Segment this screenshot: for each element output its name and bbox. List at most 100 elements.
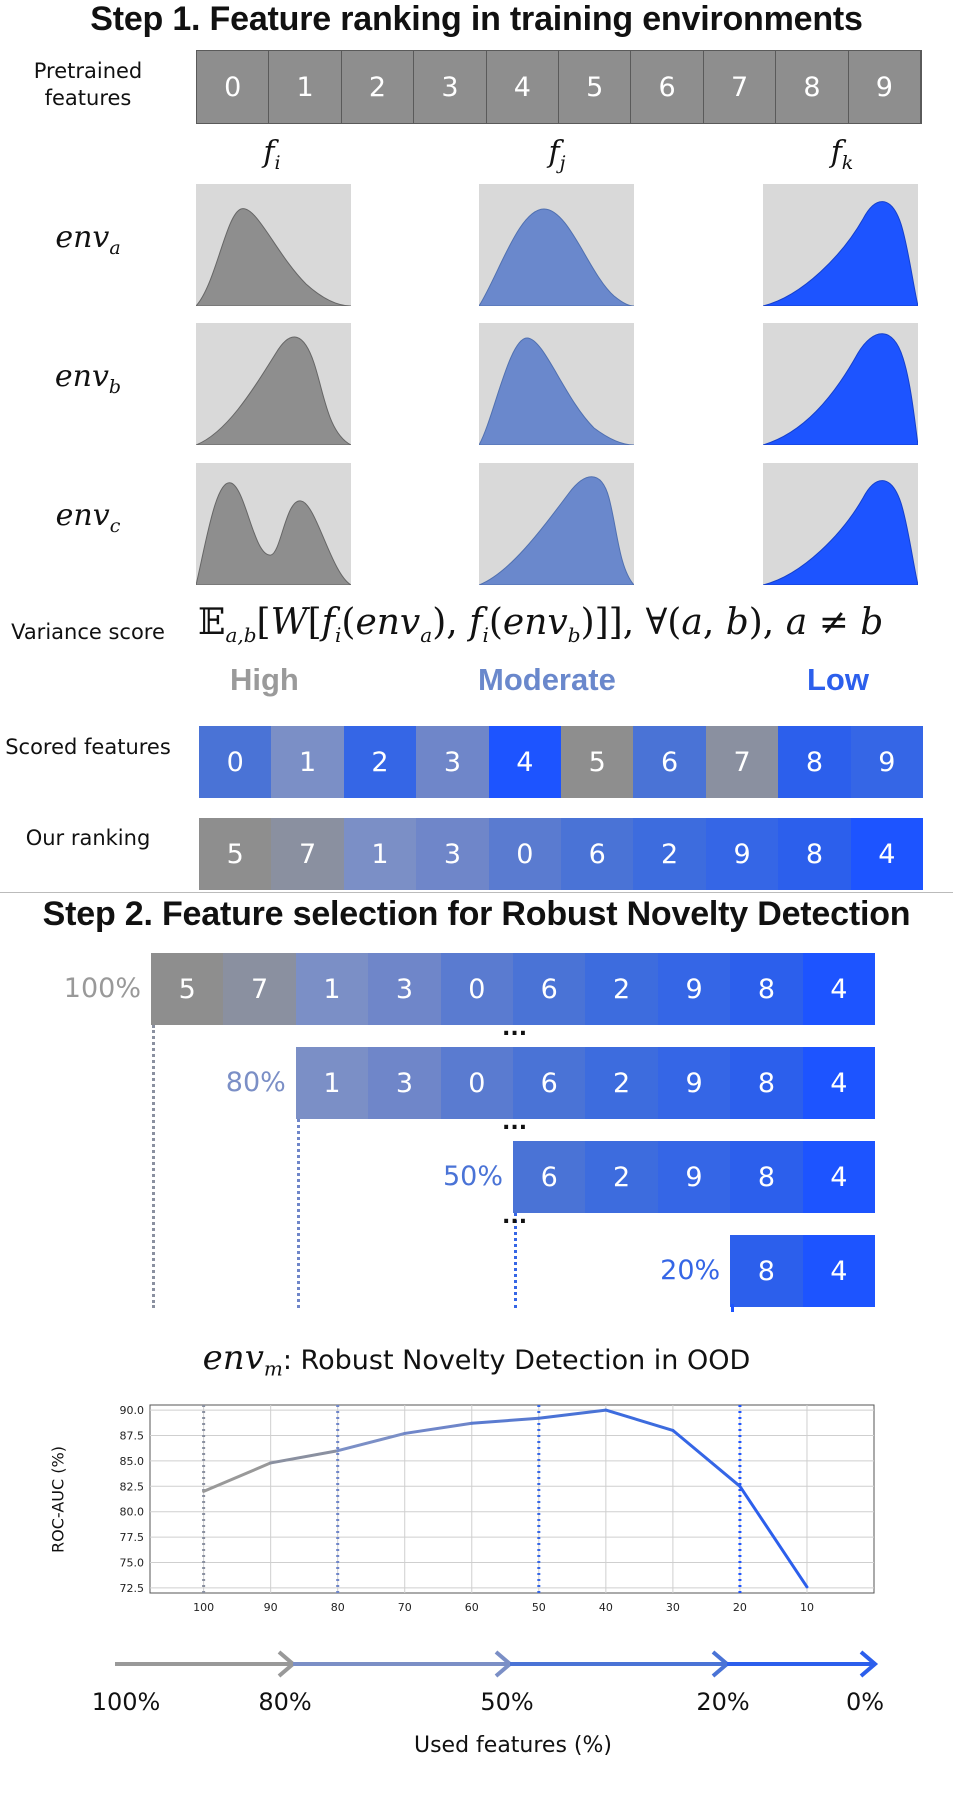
selected-feature-cell: 3: [368, 953, 441, 1025]
ranked-feature-cell: 5: [199, 818, 272, 890]
roc-auc-line-segment: [738, 1484, 809, 1589]
pretrained-feature-cell: 6: [631, 51, 704, 123]
scored-feature-cell: 2: [343, 726, 417, 798]
x-tick-label: 30: [666, 1601, 680, 1614]
selected-feature-cell: 2: [585, 953, 658, 1025]
roc-auc-line-segment: [537, 1408, 608, 1420]
selected-feature-cell: 3: [368, 1047, 441, 1119]
y-tick-label: 77.5: [120, 1531, 145, 1544]
ranked-feature-cell: 2: [633, 818, 706, 890]
dist-fk-env-a: [763, 184, 918, 306]
env-m-symbol: env: [202, 1338, 264, 1378]
selection-cutoff-line: [296, 1119, 300, 1308]
feature-label-fj: fj: [548, 135, 566, 174]
roc-auc-line-segment: [604, 1408, 675, 1432]
selection-pct-label: 20%: [660, 1255, 721, 1286]
y-tick-label: 90.0: [120, 1404, 145, 1417]
step1-title: Step 1. Feature ranking in training envi…: [90, 0, 863, 38]
ranked-feature-cell: 7: [271, 818, 344, 890]
x-tick-label: 100: [193, 1601, 214, 1614]
roc-auc-line-segment: [269, 1449, 340, 1465]
selected-feature-cell: 9: [657, 1141, 731, 1213]
scored-feature-cell: 0: [199, 726, 272, 798]
ranked-feature-cell: 0: [488, 818, 562, 890]
x-tick-label: 90: [264, 1601, 278, 1614]
scored-feature-cell: 6: [633, 726, 706, 798]
roc-auc-line-segment: [470, 1416, 541, 1425]
dist-fi-env-a: [196, 184, 351, 306]
selection-cutoff-line: [514, 1213, 517, 1308]
feature-label-fi: fi: [263, 135, 281, 174]
dist-fk-env-b: [763, 323, 918, 445]
pretrained-feature-cell: 3: [414, 51, 487, 123]
used-features-tick: 80%: [258, 1688, 312, 1716]
level-high: High: [230, 662, 299, 697]
scored-feature-cell: 1: [271, 726, 344, 798]
selected-feature-cell: 8: [730, 1141, 803, 1213]
dist-fi-env-b: [196, 323, 351, 445]
env-m-label: envm: Robust Novelty Detection in OOD: [0, 1338, 953, 1380]
selected-feature-cell: 4: [802, 953, 876, 1025]
selected-feature-cell: 8: [730, 1235, 803, 1307]
scored-feature-cell: 7: [705, 726, 779, 798]
dist-fi-env-c: [196, 463, 351, 585]
variance-formula: 𝔼a,b[W[fi(enva), fi(envb)]], ∀(a, b), a …: [198, 602, 884, 648]
y-tick-label: 82.5: [120, 1480, 145, 1493]
scored-feature-cell: 8: [778, 726, 851, 798]
env-c-label: envc: [55, 498, 121, 537]
roc-auc-line-segment: [671, 1428, 742, 1488]
ranked-feature-cell: 6: [561, 818, 634, 890]
pretrained-feature-cell: 8: [776, 51, 849, 123]
pretrained-feature-cell: 7: [703, 51, 777, 123]
dist-fk-env-c: [763, 463, 918, 585]
selection-cutoff-line: [731, 1307, 735, 1308]
feature-label-fk: fk: [830, 135, 854, 174]
x-tick-label: 60: [465, 1601, 479, 1614]
used-features-tick: 100%: [91, 1688, 161, 1716]
y-tick-label: 87.5: [120, 1429, 145, 1442]
selected-feature-cell: 5: [151, 953, 224, 1025]
roc-auc-line-segment: [202, 1461, 273, 1493]
y-tick-label: 72.5: [120, 1582, 145, 1595]
level-low: Low: [807, 662, 869, 697]
ellipsis: ...: [502, 1016, 528, 1041]
used-features-tick: 20%: [696, 1688, 750, 1716]
env-b-label: envb: [54, 359, 122, 398]
used-features-tick: 0%: [845, 1688, 885, 1716]
selected-feature-cell: 4: [802, 1047, 876, 1119]
env-a-label: enva: [55, 220, 121, 259]
x-tick-label: 20: [733, 1601, 747, 1614]
ellipsis: ...: [502, 1110, 528, 1135]
section-divider: [0, 892, 953, 893]
env-m-text: : Robust Novelty Detection in OOD: [282, 1345, 751, 1376]
ranked-feature-cell: 8: [778, 818, 851, 890]
step2-title: Step 2. Feature selection for Robust Nov…: [42, 895, 911, 933]
env-m-subscript: m: [263, 1356, 283, 1381]
selection-pct-label: 50%: [442, 1161, 503, 1192]
selected-feature-cell: 9: [657, 1047, 731, 1119]
level-moderate: Moderate: [478, 662, 616, 697]
x-tick-label: 80: [331, 1601, 345, 1614]
selected-feature-cell: 0: [440, 953, 514, 1025]
scored-feature-cell: 9: [850, 726, 924, 798]
selection-pct-label: 100%: [63, 973, 141, 1004]
scored-feature-cell: 4: [488, 726, 562, 798]
ellipsis: ...: [502, 1204, 528, 1229]
roc-auc-chart: 72.5 75.0 77.5 80.0 82.5 85.0 87.5 90.0 100 90 80 7…: [120, 1404, 875, 1614]
x-tick-label: 50: [532, 1601, 546, 1614]
selected-feature-cell: 9: [657, 953, 731, 1025]
arrow-head: [859, 1650, 879, 1678]
selected-feature-cell: 6: [513, 1141, 586, 1213]
selected-feature-cell: 8: [730, 953, 803, 1025]
used-features-tick: 50%: [480, 1688, 534, 1716]
selected-feature-cell: 8: [730, 1047, 803, 1119]
scored-features-label: Scored features: [5, 735, 171, 759]
roc-auc-line-segment: [336, 1431, 407, 1453]
